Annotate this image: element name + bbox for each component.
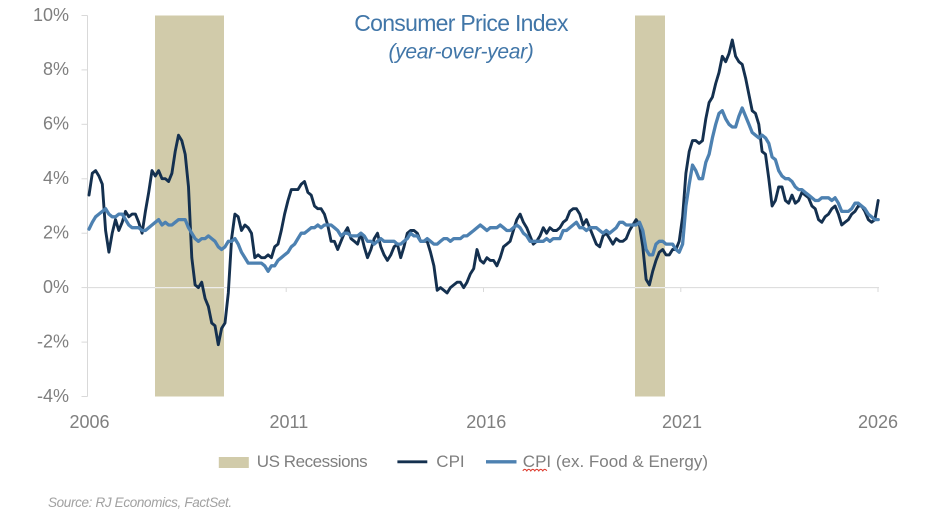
- svg-text:2026: 2026: [858, 412, 898, 432]
- svg-text:2011: 2011: [270, 412, 309, 432]
- svg-text:Consumer Price Index: Consumer Price Index: [354, 10, 569, 36]
- svg-text:CPI (ex. Food & Energy): CPI (ex. Food & Energy): [523, 452, 708, 471]
- svg-text:2021: 2021: [662, 412, 702, 432]
- svg-text:-2%: -2%: [37, 331, 69, 351]
- svg-text:10%: 10%: [33, 5, 69, 25]
- svg-text:US Recessions: US Recessions: [257, 452, 367, 471]
- svg-text:6%: 6%: [43, 114, 69, 134]
- svg-text:(year-over-year): (year-over-year): [389, 41, 534, 64]
- svg-text:-4%: -4%: [37, 386, 69, 406]
- svg-text:8%: 8%: [43, 59, 69, 79]
- svg-text:0%: 0%: [43, 277, 69, 297]
- svg-text:2%: 2%: [43, 222, 69, 242]
- svg-text:2016: 2016: [466, 412, 506, 432]
- svg-text:4%: 4%: [43, 168, 69, 188]
- svg-text:Source: RJ Economics, FactSet.: Source: RJ Economics, FactSet.: [48, 495, 232, 510]
- svg-text:2006: 2006: [69, 412, 109, 432]
- svg-text:CPI: CPI: [436, 452, 464, 471]
